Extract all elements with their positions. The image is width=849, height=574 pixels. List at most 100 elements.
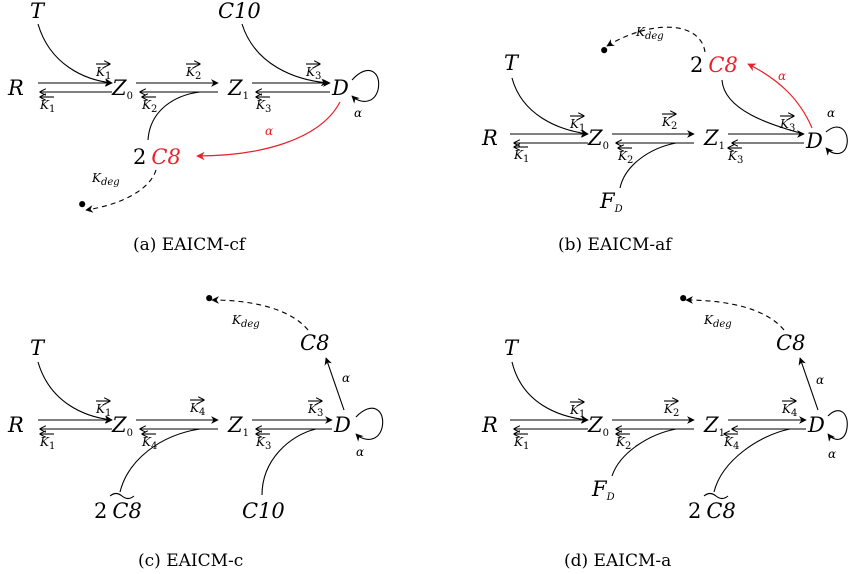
node-T: T (30, 0, 46, 23)
node-FD: FD (599, 189, 623, 215)
caption-c: (c) EAICM-c (138, 551, 243, 571)
node-C8: 2 C8 (690, 53, 738, 77)
node-C10: C10 (218, 0, 261, 23)
caption-d: (d) EAICM-a (564, 551, 671, 571)
edge-FD-to-Z0Z1 (611, 428, 677, 477)
node-FD: FD (591, 477, 615, 503)
node-Z1: Z1 (227, 76, 249, 102)
label-k4-reverse: K4 (723, 435, 739, 452)
edge-C8tilde-to-Z0Z1 (119, 428, 201, 493)
label-k1-forward: K1 (95, 402, 111, 419)
label-k1-forward: K1 (95, 65, 111, 82)
node-T: T (30, 336, 46, 360)
label-k4-forward: K4 (781, 402, 797, 419)
edge-C8-from-Z0Z1 (147, 91, 201, 141)
node-D: D (805, 129, 823, 153)
edge-D-C8-red (747, 63, 813, 129)
label-alpha-loop: α (354, 106, 362, 120)
edge-C10-D (241, 23, 329, 87)
label-k1-reverse: K1 (513, 435, 529, 452)
node-Z0: Z0 (587, 413, 609, 439)
edge-D-self-loop (351, 69, 380, 104)
label-alpha-red: α (265, 124, 273, 138)
label-kdeg: Kdeg (703, 313, 732, 330)
label-k1-reverse: K1 (39, 435, 55, 452)
tilde-accent (109, 492, 135, 500)
node-T: T (504, 51, 520, 75)
label-k2-forward: K2 (185, 65, 201, 82)
label-alpha: α (342, 371, 350, 385)
panel-b: T R Z0 Z1 D 2 C8 FD • K1 K1 K2 K2 K3 K3 α (481, 25, 848, 255)
label-k2-forward: K2 (663, 402, 679, 419)
node-sink: • (677, 287, 689, 311)
label-k1-forward: K1 (569, 117, 585, 134)
node-T: T (504, 336, 520, 360)
edge-FD-to-Z0Z1 (619, 142, 677, 189)
edge-D-self-loop (825, 126, 848, 156)
node-Z0: Z0 (111, 413, 133, 439)
label-k1-reverse: K1 (39, 98, 55, 115)
node-D: D (331, 76, 349, 100)
label-k1-forward: K1 (569, 403, 585, 420)
node-C8: C8 (776, 331, 805, 355)
label-k3-reverse: K3 (255, 435, 271, 452)
edge-T-Z0 (37, 23, 113, 87)
label-k3-reverse: K3 (255, 98, 271, 115)
label-k1-reverse: K1 (513, 148, 529, 165)
edge-C8-degradation (211, 296, 309, 331)
label-kdeg: Kdeg (635, 25, 664, 42)
node-D: D (807, 413, 825, 437)
node-R: R (7, 76, 24, 100)
edge-C8-degradation (685, 296, 785, 331)
caption-b: (b) EAICM-af (558, 235, 673, 255)
edge-D-self-loop (355, 407, 384, 442)
edge-D-C8 (798, 357, 819, 411)
label-alpha: α (816, 373, 824, 387)
label-alpha-loop: α (827, 106, 835, 120)
label-k2-forward: K2 (661, 115, 677, 132)
edge-C8tilde-to-Z1D (713, 428, 791, 493)
edge-T-Z0 (511, 77, 589, 137)
node-sink: • (203, 287, 215, 311)
edge-C8-degradation (85, 169, 157, 213)
label-k3-forward: K3 (779, 117, 795, 134)
edge-T-Z0 (511, 361, 589, 424)
edge-C8-degradation (606, 26, 706, 53)
label-alpha-loop: α (356, 445, 364, 459)
node-R: R (481, 126, 498, 150)
panel-d: T R Z0 Z1 D C8 FD 2 C8 • K1 K1 K2 K2 K4 K… (481, 287, 848, 571)
node-Z0: Z0 (111, 76, 133, 102)
node-C8: 2 C8 (133, 145, 181, 169)
node-R: R (481, 413, 498, 437)
label-k3-forward: K3 (307, 402, 323, 419)
edge-T-Z0 (37, 361, 113, 424)
node-Z0: Z0 (587, 126, 609, 152)
edge-D-C8 (324, 357, 345, 411)
node-Z1: Z1 (227, 413, 249, 439)
edge-D-C8-red (196, 101, 341, 161)
edge-D-self-loop (827, 410, 848, 442)
label-k2-reverse: K2 (141, 98, 157, 115)
node-C10: C10 (242, 499, 285, 523)
node-C8-tilde: 2 C8 (688, 499, 736, 523)
label-alpha-red: α (778, 69, 786, 83)
label-k3-forward: K3 (305, 65, 321, 82)
label-alpha-loop: α (828, 447, 836, 461)
node-D: D (333, 413, 351, 437)
label-k3-reverse: K3 (727, 149, 743, 166)
tilde-accent (703, 492, 729, 500)
node-C8: C8 (300, 331, 329, 355)
node-C8-tilde: 2 C8 (94, 499, 142, 523)
panel-c: T R Z0 Z1 D C8 2 C8 C10 • K1 K1 K4 K4 K3 … (7, 287, 384, 571)
node-Z1: Z1 (703, 413, 725, 439)
caption-a: (a) EAICM-cf (133, 235, 247, 255)
node-R: R (7, 413, 24, 437)
node-Z1: Z1 (703, 126, 725, 152)
panel-a: T R Z0 Z1 C10 D 2 C8 • K1 K1 K2 K2 K3 K3 (7, 0, 380, 255)
node-sink: • (598, 39, 610, 63)
edge-C10-to-Z1D (261, 428, 317, 496)
edge-C8-to-Z1D (721, 79, 805, 135)
label-kdeg: Kdeg (231, 313, 260, 330)
label-k4-forward: K4 (189, 401, 205, 418)
